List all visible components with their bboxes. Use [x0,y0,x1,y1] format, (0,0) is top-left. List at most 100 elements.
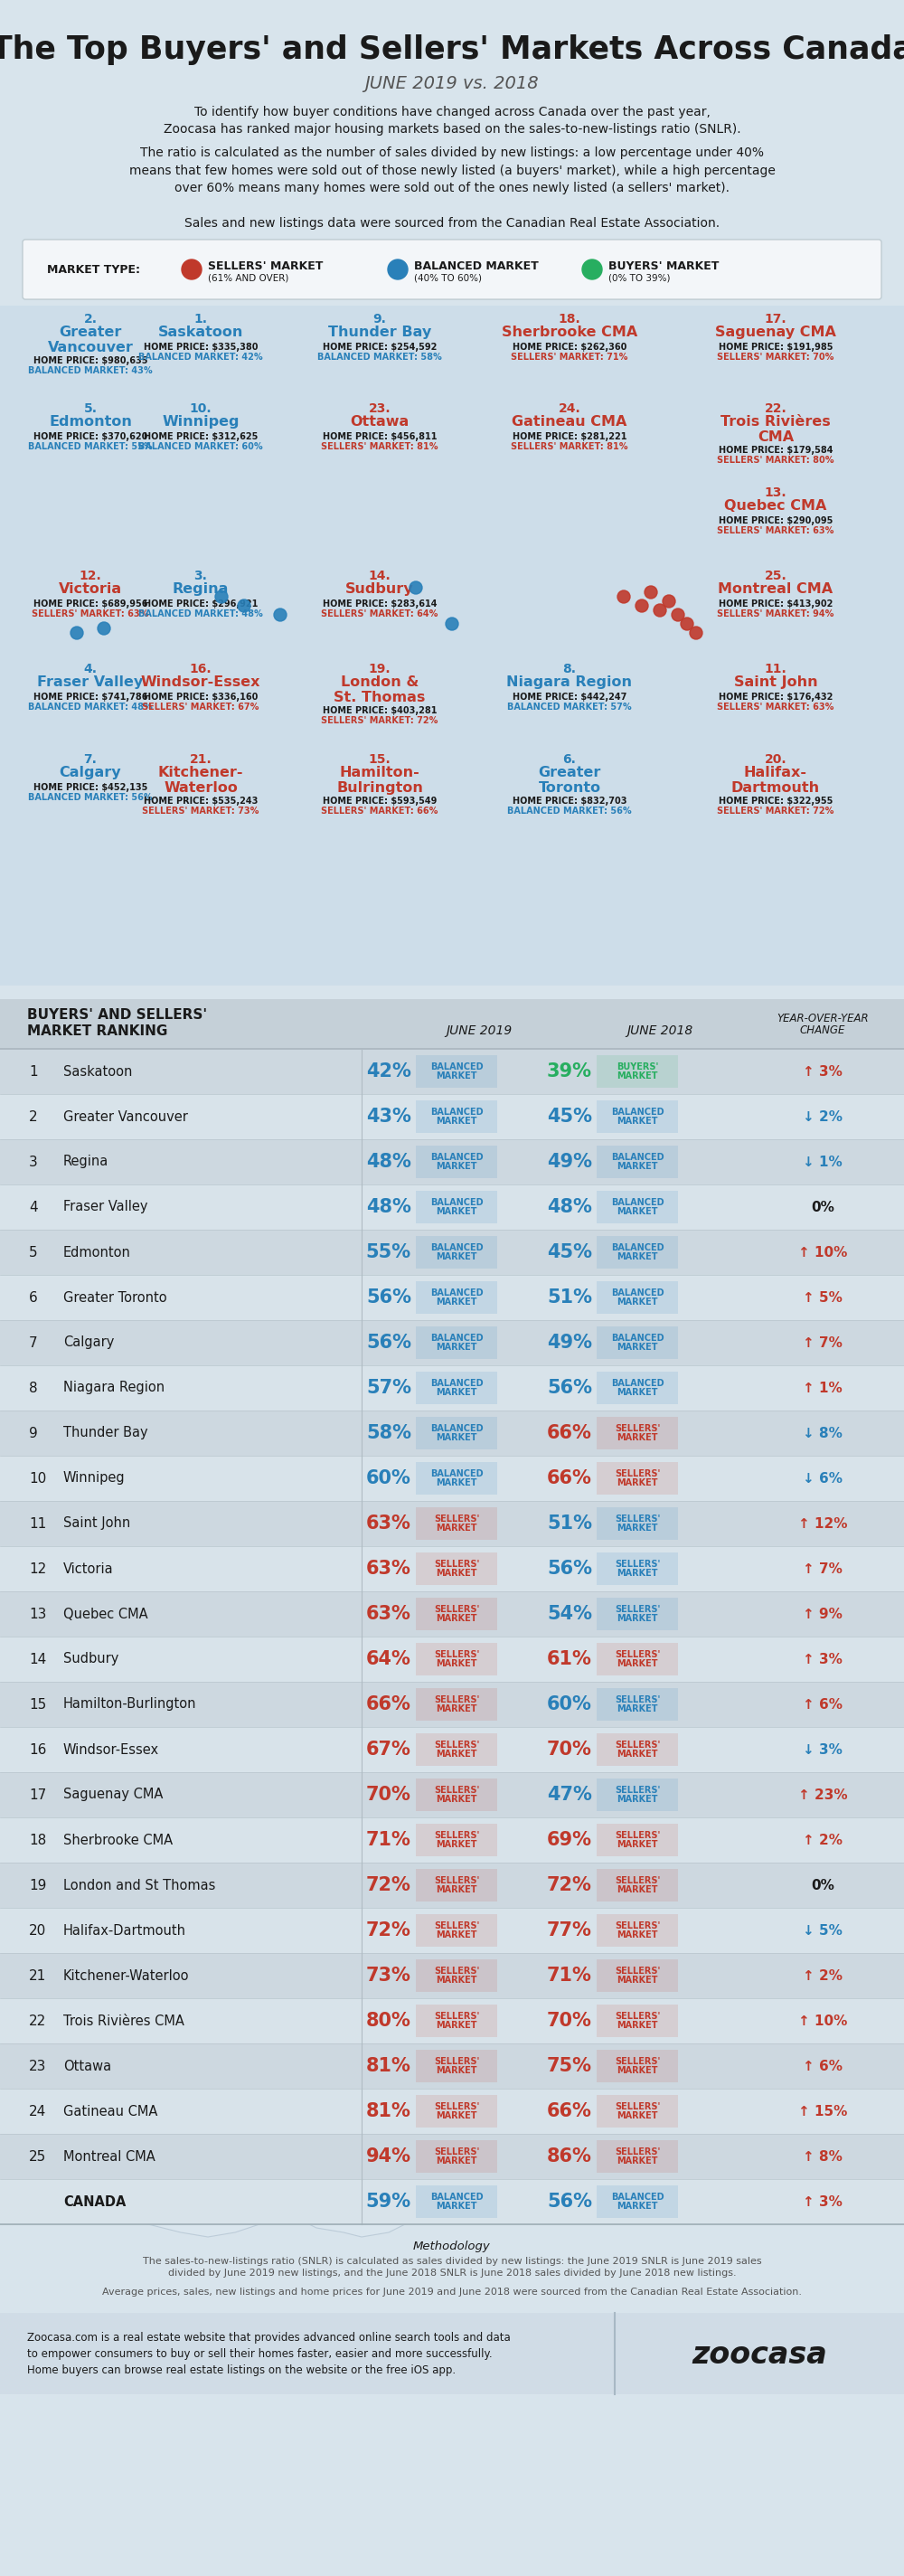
Bar [0,2179,904,2223]
Text: 51%: 51% [547,1515,592,1533]
Text: 5.: 5. [83,402,98,415]
Circle shape [663,595,675,608]
Text: 73%: 73% [366,1965,411,1984]
Text: 20.: 20. [765,752,786,765]
Circle shape [636,600,648,613]
Text: 66%: 66% [547,1468,592,1486]
Text: Sherbrooke CMA: Sherbrooke CMA [63,1834,173,1847]
Text: HOME PRICE: $312,625: HOME PRICE: $312,625 [144,433,258,440]
Text: Montreal CMA: Montreal CMA [718,582,833,595]
Text: SELLERS'
MARKET: SELLERS' MARKET [434,1649,479,1669]
Bar [597,1190,678,1224]
Bar [416,1960,497,1991]
Circle shape [182,260,202,278]
Text: 3: 3 [29,1154,38,1170]
Text: 48%: 48% [366,1154,411,1172]
Bar [597,1100,678,1133]
Bar [597,1643,678,1674]
Text: SELLERS'
MARKET: SELLERS' MARKET [434,1741,479,1759]
Text: 45%: 45% [547,1244,592,1262]
Text: 22: 22 [29,2014,46,2027]
Text: SELLERS' MARKET: 94%: SELLERS' MARKET: 94% [717,611,834,618]
Bar [0,1455,904,1502]
Bar [597,1146,678,1177]
Text: SELLERS'
MARKET: SELLERS' MARKET [615,1649,660,1669]
Text: SELLERS'
MARKET: SELLERS' MARKET [434,1785,479,1803]
Bar [597,2050,678,2081]
Text: SELLERS'
MARKET: SELLERS' MARKET [615,2012,660,2030]
Text: HOME PRICE: $254,592: HOME PRICE: $254,592 [323,343,437,353]
Bar [0,1909,904,1953]
Text: zoocasa: zoocasa [692,2342,827,2370]
Text: Niagara Region: Niagara Region [506,675,633,688]
Text: SELLERS'
MARKET: SELLERS' MARKET [615,1832,660,1850]
Text: Gatineau CMA: Gatineau CMA [63,2105,157,2117]
Text: SELLERS'
MARKET: SELLERS' MARKET [615,1695,660,1713]
Text: 72%: 72% [366,1922,411,1940]
Text: (0% TO 39%): (0% TO 39%) [608,273,671,283]
Text: HOME PRICE: $296,921: HOME PRICE: $296,921 [144,600,258,608]
Text: BALANCED MARKET: 43%: BALANCED MARKET: 43% [28,366,153,376]
Text: 13: 13 [29,1607,46,1620]
Circle shape [654,603,666,616]
Bar [597,1914,678,1947]
Text: Hamilton-
Bulrington: Hamilton- Bulrington [336,765,423,796]
Text: 19.: 19. [369,662,391,675]
Bar [416,2094,497,2128]
Text: 14: 14 [29,1651,46,1667]
Text: 47%: 47% [547,1785,592,1803]
Bar [416,1687,497,1721]
Text: BALANCED MARKET: 55%: BALANCED MARKET: 55% [28,443,153,451]
Bar [597,1777,678,1811]
Text: BALANCED
MARKET: BALANCED MARKET [430,1334,483,1352]
Text: HOME PRICE: $179,584: HOME PRICE: $179,584 [719,446,833,456]
Bar [0,1365,904,1412]
Circle shape [410,582,422,595]
Text: SELLERS'
MARKET: SELLERS' MARKET [434,1515,479,1533]
Text: BALANCED
MARKET: BALANCED MARKET [611,1108,664,1126]
Text: SELLERS'
MARKET: SELLERS' MARKET [434,2012,479,2030]
Text: BALANCED
MARKET: BALANCED MARKET [611,1242,664,1262]
Text: Halifax-Dartmouth: Halifax-Dartmouth [63,1924,186,1937]
Circle shape [274,608,287,621]
Text: Greater Toronto: Greater Toronto [63,1291,167,1303]
Circle shape [446,618,458,631]
Text: SELLERS'
MARKET: SELLERS' MARKET [434,2146,479,2166]
Text: Calgary: Calgary [63,1337,114,1350]
Text: SELLERS'
MARKET: SELLERS' MARKET [434,1558,479,1579]
Text: HOME PRICE: $741,786: HOME PRICE: $741,786 [33,693,147,701]
Text: (40% TO 60%): (40% TO 60%) [414,273,482,283]
Text: BALANCED
MARKET: BALANCED MARKET [430,1108,483,1126]
Text: 54%: 54% [547,1605,592,1623]
Bar [597,2184,678,2218]
Text: Winnipeg: Winnipeg [162,415,240,428]
Text: 58%: 58% [366,1425,411,1443]
Bar [0,2043,904,2089]
Bar [416,1643,497,1674]
Text: ↓ 1%: ↓ 1% [803,1154,843,1170]
Text: ↑ 6%: ↑ 6% [803,1698,843,1710]
Text: BALANCED MARKET: 42%: BALANCED MARKET: 42% [138,353,263,361]
Text: ↓ 6%: ↓ 6% [803,1471,843,1486]
Bar [597,1553,678,1584]
Text: BALANCED
MARKET: BALANCED MARKET [430,1151,483,1172]
Text: HOME PRICE: $832,703: HOME PRICE: $832,703 [513,796,626,806]
Text: ↑ 9%: ↑ 9% [803,1607,843,1620]
Text: 3.: 3. [194,569,207,582]
Text: Greater Vancouver: Greater Vancouver [63,1110,188,1123]
Text: HOME PRICE: $322,955: HOME PRICE: $322,955 [719,796,833,806]
Text: SELLERS'
MARKET: SELLERS' MARKET [434,2102,479,2120]
Bar [416,1417,497,1450]
Text: ↑ 5%: ↑ 5% [803,1291,843,1303]
Text: 21.: 21. [190,752,212,765]
Bar [0,1319,904,1365]
Text: 69%: 69% [547,1832,592,1850]
Text: SELLERS' MARKET: 73%: SELLERS' MARKET: 73% [142,806,259,817]
Bar [0,1726,904,1772]
Circle shape [645,585,657,598]
Text: ↑ 6%: ↑ 6% [803,2058,843,2074]
Text: 49%: 49% [547,1154,592,1172]
Circle shape [238,600,250,613]
Text: SELLERS'
MARKET: SELLERS' MARKET [615,1468,660,1489]
Text: HOME PRICE: $176,432: HOME PRICE: $176,432 [719,693,833,701]
